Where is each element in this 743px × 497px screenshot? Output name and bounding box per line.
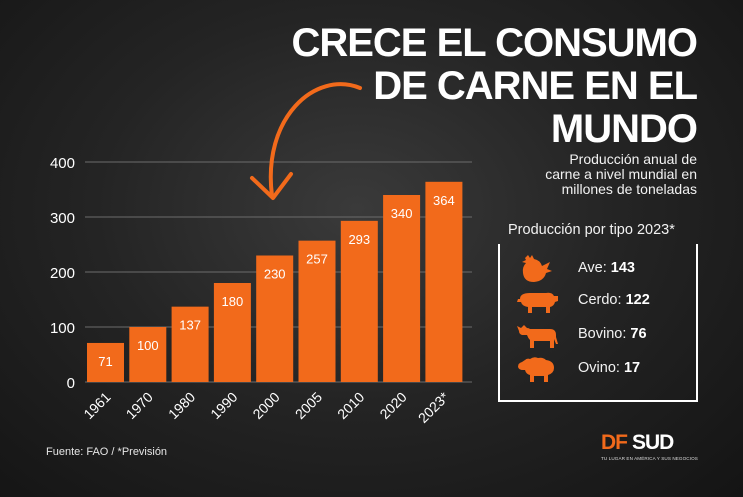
- x-tick-label: 2010: [334, 389, 367, 422]
- bar-value-label: 340: [391, 206, 413, 221]
- bar: [425, 181, 463, 382]
- bar-value-label: 137: [179, 318, 201, 333]
- bar-value-label: 230: [264, 267, 286, 282]
- type-name-chicken: Ave:: [578, 260, 607, 276]
- bar-value-label: 71: [98, 354, 112, 369]
- y-tick-label: 100: [50, 320, 75, 337]
- type-name-sheep: Ovino:: [578, 360, 620, 376]
- type-breakdown-title: Producción por tipo 2023*: [508, 222, 675, 238]
- x-tick-label: 1961: [80, 389, 113, 422]
- pig-icon: [517, 292, 558, 313]
- x-tick-label: 2005: [292, 389, 325, 422]
- bar-value-label: 180: [222, 294, 244, 309]
- type-label-chicken: Ave: 143: [578, 260, 635, 276]
- headline-line-1: CRECE EL CONSUMO: [291, 21, 698, 65]
- y-tick-label: 0: [67, 375, 75, 392]
- bar-value-label: 364: [433, 193, 455, 208]
- x-tick-label: 2000: [249, 389, 282, 422]
- cow-icon: [517, 325, 558, 348]
- headline-line-2: DE CARNE EN EL: [373, 64, 698, 108]
- type-row-cow: Bovino: 76: [516, 320, 694, 350]
- y-tick-label: 300: [50, 210, 75, 227]
- bar: [340, 220, 378, 382]
- bar: [171, 306, 209, 382]
- type-name-cow: Bovino:: [578, 326, 627, 342]
- type-value-sheep: 17: [623, 360, 641, 376]
- type-value-chicken: 143: [610, 260, 635, 276]
- bar: [256, 255, 294, 382]
- chart-subtitle: Producción anual de carne a nivel mundia…: [467, 152, 697, 197]
- sheep-icon: [518, 357, 554, 382]
- y-tick-label: 400: [50, 155, 75, 172]
- source-note: Fuente: FAO / *Previsión: [46, 446, 168, 458]
- type-label-sheep: Ovino: 17: [578, 360, 640, 376]
- type-row-pig: Cerdo: 122: [516, 286, 694, 316]
- logo-tagline: TU LUGAR EN AMÉRICA Y SUS NEGOCIOS: [601, 456, 698, 461]
- headline-line-3: MUNDO: [550, 107, 698, 151]
- bar: [213, 283, 251, 382]
- bar-value-label: 100: [137, 338, 159, 353]
- type-row-chicken: Ave: 143: [516, 254, 694, 284]
- dfsud-logo: DF SUD TU LUGAR EN AMÉRICA Y SUS NEGOCIO…: [601, 431, 698, 467]
- bar-value-label: 257: [306, 252, 328, 267]
- x-tick-label: 1990: [207, 389, 240, 422]
- subtitle-line-1: Producción anual de: [569, 151, 697, 167]
- type-value-cow: 76: [630, 326, 647, 342]
- chicken-icon: [522, 255, 552, 282]
- annotation-arrowhead: [250, 172, 293, 200]
- type-breakdown-panel: Ave: 143 Cerdo: 122 Bovino: 76 Ovino: 17: [498, 244, 698, 402]
- bar: [298, 240, 336, 382]
- type-name-pig: Cerdo:: [578, 292, 622, 308]
- bar: [87, 342, 124, 382]
- logo-df: DF: [601, 431, 628, 454]
- subtitle-line-3: millones de toneladas: [561, 181, 697, 197]
- y-tick-label: 200: [50, 265, 75, 282]
- type-value-pig: 122: [625, 292, 650, 308]
- x-tick-label: 2020: [376, 389, 409, 422]
- headline: CRECE EL CONSUMO DE CARNE EN EL MUNDO: [277, 21, 698, 151]
- x-tick-label: 1970: [123, 389, 156, 422]
- x-tick-label: 1980: [165, 389, 198, 422]
- annotation-arrow: [268, 82, 362, 198]
- type-label-cow: Bovino: 76: [578, 326, 647, 342]
- subtitle-line-2: carne a nivel mundial en: [545, 166, 697, 182]
- x-tick-label: 2023*: [415, 388, 453, 426]
- bar-value-label: 293: [348, 232, 370, 247]
- type-row-sheep: Ovino: 17: [516, 354, 694, 384]
- bar: [129, 327, 167, 382]
- bar: [383, 195, 421, 382]
- logo-sud: SUD: [632, 431, 674, 454]
- type-label-pig: Cerdo: 122: [578, 292, 650, 308]
